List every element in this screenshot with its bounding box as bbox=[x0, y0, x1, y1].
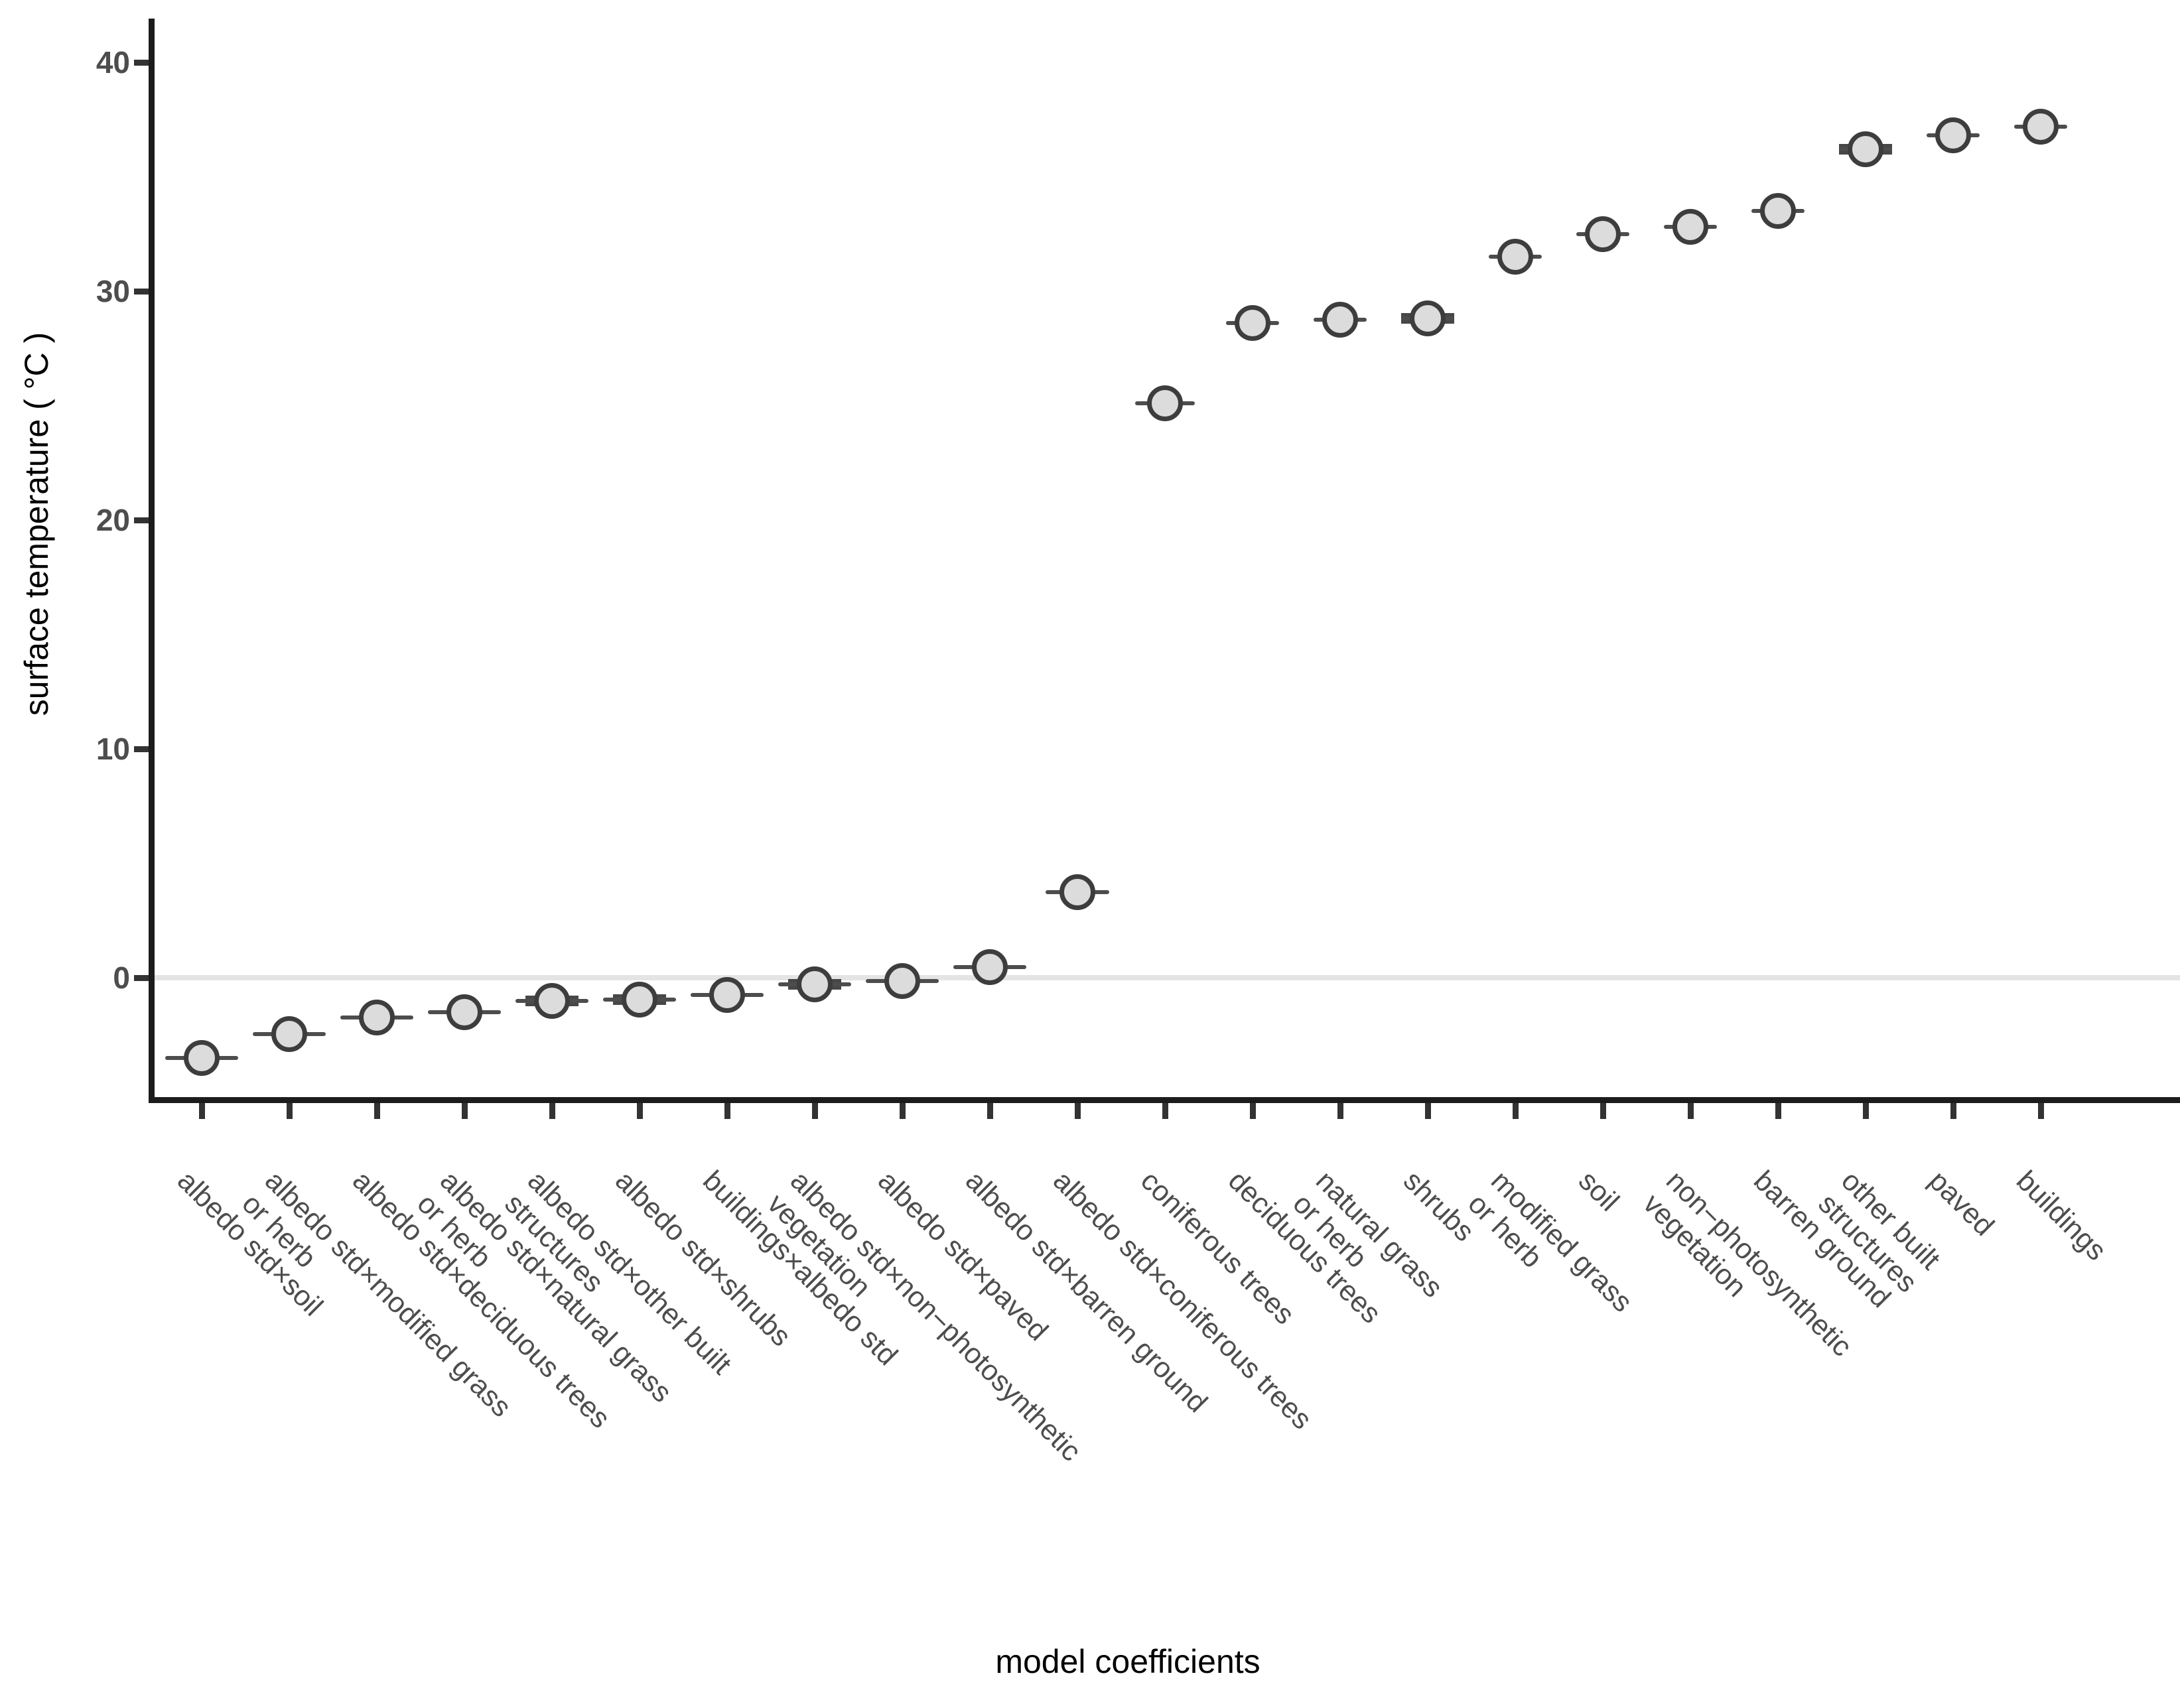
data-point bbox=[1059, 874, 1095, 910]
zero-reference-line bbox=[155, 975, 2180, 980]
data-point bbox=[271, 1016, 307, 1052]
data-point bbox=[884, 963, 920, 1000]
data-point bbox=[1935, 117, 1971, 154]
x-tick-mark bbox=[199, 1103, 205, 1119]
x-tick-mark bbox=[1950, 1103, 1956, 1119]
y-tick-mark bbox=[134, 60, 149, 66]
data-point bbox=[972, 949, 1008, 986]
data-point bbox=[446, 994, 482, 1030]
y-tick-mark bbox=[134, 289, 149, 295]
data-point bbox=[1760, 193, 1796, 230]
x-tick-mark bbox=[1600, 1103, 1606, 1119]
x-tick-mark bbox=[812, 1103, 818, 1119]
y-tick-label: 30 bbox=[96, 274, 130, 308]
y-tick-label: 10 bbox=[96, 732, 130, 766]
data-point bbox=[622, 981, 657, 1018]
x-tick-mark bbox=[1425, 1103, 1431, 1119]
data-point bbox=[1235, 305, 1270, 342]
data-point bbox=[1672, 209, 1708, 245]
x-tick-mark bbox=[900, 1103, 906, 1119]
x-tick-mark bbox=[462, 1103, 468, 1119]
x-tick-mark bbox=[987, 1103, 993, 1119]
y-tick-mark bbox=[134, 746, 149, 752]
data-point bbox=[2023, 108, 2059, 145]
y-tick-label: 40 bbox=[96, 45, 130, 80]
data-point bbox=[184, 1039, 220, 1076]
data-point bbox=[1848, 131, 1883, 168]
x-tick-mark bbox=[2038, 1103, 2044, 1119]
y-tick-label: 20 bbox=[96, 503, 130, 537]
x-axis-line bbox=[149, 1097, 2180, 1103]
y-tick-mark bbox=[134, 975, 149, 981]
x-tick-mark bbox=[1337, 1103, 1343, 1119]
data-point bbox=[709, 976, 745, 1013]
data-point bbox=[797, 966, 833, 1003]
data-point bbox=[1585, 216, 1621, 252]
x-category-label: soil bbox=[1572, 1165, 1625, 1218]
x-tick-mark bbox=[374, 1103, 380, 1119]
x-tick-mark bbox=[1075, 1103, 1081, 1119]
x-tick-mark bbox=[1688, 1103, 1694, 1119]
y-tick-label: 0 bbox=[113, 960, 130, 995]
y-axis-line bbox=[149, 19, 155, 1103]
x-tick-mark bbox=[1775, 1103, 1781, 1119]
x-tick-mark bbox=[549, 1103, 555, 1119]
data-point bbox=[1147, 385, 1183, 422]
x-tick-mark bbox=[637, 1103, 643, 1119]
x-tick-mark bbox=[287, 1103, 293, 1119]
x-category-label: paved bbox=[1923, 1165, 2000, 1242]
data-point bbox=[1410, 300, 1446, 337]
y-tick-mark bbox=[134, 517, 149, 523]
data-point bbox=[359, 1000, 395, 1036]
x-tick-mark bbox=[1863, 1103, 1869, 1119]
x-tick-mark bbox=[1513, 1103, 1519, 1119]
x-tick-mark bbox=[1162, 1103, 1168, 1119]
data-point bbox=[1322, 302, 1358, 338]
x-category-label: buildings bbox=[2010, 1165, 2113, 1267]
x-tick-mark bbox=[724, 1103, 730, 1119]
data-point bbox=[1497, 239, 1533, 275]
data-point bbox=[534, 982, 570, 1019]
x-axis-title: model coefficients bbox=[995, 1643, 1260, 1680]
y-axis-title: surface temperature ( °C ) bbox=[18, 332, 55, 716]
x-category-label: coniferous trees bbox=[1134, 1165, 1301, 1331]
x-tick-mark bbox=[1250, 1103, 1256, 1119]
